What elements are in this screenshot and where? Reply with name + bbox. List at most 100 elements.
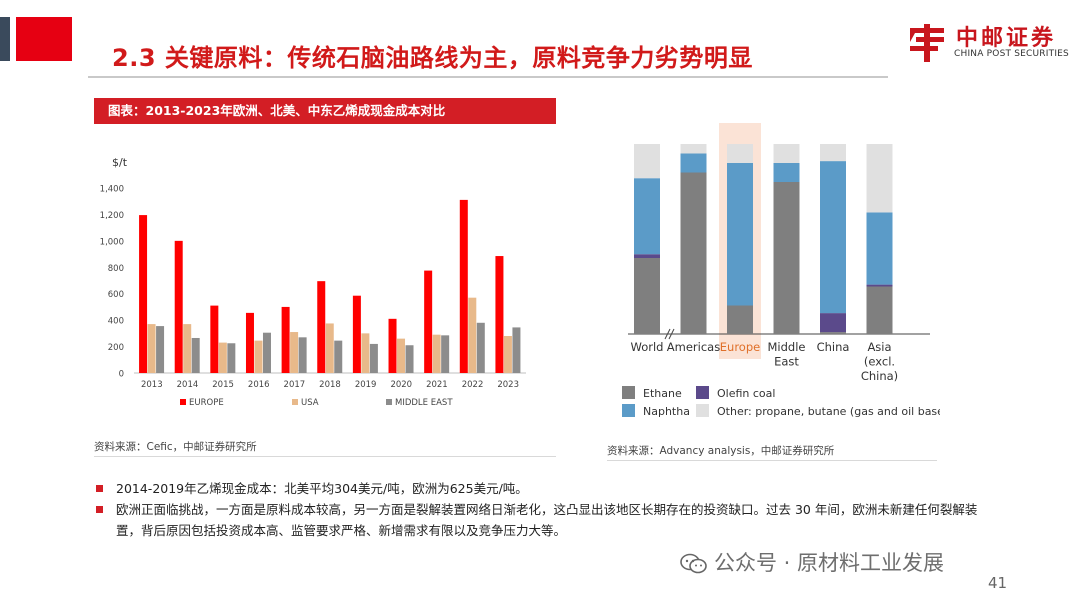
slide-title: 2.3 关键原料：传统石脑油路线为主，原料竞争力劣势明显 xyxy=(112,44,753,72)
stacked-segment-olefin-coal xyxy=(820,313,846,333)
axis-break-mark xyxy=(664,328,671,340)
stacked-segment-ethane xyxy=(727,305,753,334)
source-right: 资料来源：Advancy analysis，中邮证券研究所 xyxy=(607,445,835,457)
y-axis-label: $/t xyxy=(112,156,128,169)
bar-usa-2016 xyxy=(254,340,263,373)
legend-swatch xyxy=(292,399,298,405)
bar-middle-east-2021 xyxy=(441,335,450,373)
legend-label: Ethane xyxy=(643,387,682,400)
stacked-segment-olefin-coal xyxy=(866,284,893,287)
x-tick-label: China xyxy=(817,340,850,354)
stacked-segment-other xyxy=(634,144,660,179)
company-logo: 中邮证券 CHINA POST SECURITIES xyxy=(906,20,1076,66)
bullet-list: 2014-2019年乙烯现金成本：北美平均304美元/吨，欧洲为625美元/吨。… xyxy=(92,478,992,541)
bar-europe-2022 xyxy=(459,199,468,373)
stacked-segment-olefin-coal xyxy=(634,254,660,258)
bar-europe-2016 xyxy=(245,312,254,373)
legend-label: MIDDLE EAST xyxy=(395,398,453,408)
watermark-text: 公众号 · 原材料工业发展 xyxy=(714,551,945,575)
x-tick-label: 2023 xyxy=(497,380,519,390)
stacked-segment-other xyxy=(866,144,893,213)
stacked-segment-ethane xyxy=(820,332,846,334)
bar-middle-east-2018 xyxy=(334,340,343,373)
bar-europe-2021 xyxy=(424,270,433,373)
legend-swatch xyxy=(696,386,709,399)
x-tick-label: 2017 xyxy=(284,380,306,390)
legend-label: Other: propane, butane (gas and oil base… xyxy=(717,405,940,418)
bar-europe-2023 xyxy=(495,256,504,373)
legend-label: USA xyxy=(301,398,319,408)
stacked-segment-naphtha xyxy=(727,163,753,306)
stacked-segment-naphtha xyxy=(634,178,660,255)
header-accent-dark xyxy=(0,17,10,61)
x-tick-label: Americas xyxy=(667,340,720,354)
ethylene-cost-bar-chart: $/t 0 200 400 600 800 1,000 1,200 1,400 2013 2014 2… xyxy=(100,156,526,408)
bar-middle-east-2022 xyxy=(476,322,485,373)
y-tick-label: 800 xyxy=(108,264,124,274)
legend-swatch xyxy=(180,399,186,405)
stacked-segment-other xyxy=(680,144,707,154)
bar-europe-2019 xyxy=(352,295,361,373)
bar-middle-east-2020 xyxy=(405,345,414,373)
legend-label: EUROPE xyxy=(189,398,224,408)
x-tick-label: Europe xyxy=(720,340,760,354)
bar-middle-east-2023 xyxy=(512,327,521,373)
legend-swatch xyxy=(696,404,709,417)
x-tick-label: 2015 xyxy=(212,380,234,390)
bar-usa-2019 xyxy=(361,333,370,373)
divider-right xyxy=(607,460,937,461)
bar-middle-east-2016 xyxy=(262,332,271,373)
axis-break-mark xyxy=(668,328,675,340)
stacked-segment-naphtha xyxy=(866,212,893,285)
stacked-segment-ethane xyxy=(680,172,707,334)
y-tick-label: 1,200 xyxy=(100,211,124,221)
bar-usa-2013 xyxy=(147,324,156,373)
bullet-item: 欧洲正面临挑战，一方面是原料成本较高，另一方面是裂解装置网络日渐老化，这凸显出该… xyxy=(92,499,992,541)
stacked-segment-ethane xyxy=(634,258,660,334)
x-tick-label: 2021 xyxy=(426,380,448,390)
bar-middle-east-2015 xyxy=(227,343,236,373)
legend-label: Olefin coal xyxy=(717,387,775,400)
bullet-text: 欧洲正面临挑战，一方面是原料成本较高，另一方面是裂解装置网络日渐老化，这凸显出该… xyxy=(116,502,978,538)
bullet-text: 2014-2019年乙烯现金成本：北美平均304美元/吨，欧洲为625美元/吨。 xyxy=(116,481,528,496)
x-tick-label: 2020 xyxy=(390,380,412,390)
bar-usa-2023 xyxy=(503,336,512,373)
x-tick-label: 2019 xyxy=(355,380,377,390)
chart-banner: 图表：2013-2023年欧洲、北美、中东乙烯成现金成本对比 xyxy=(94,98,556,124)
x-tick-label: Middle East xyxy=(768,340,806,369)
legend-swatch xyxy=(622,386,635,399)
bullet-item: 2014-2019年乙烯现金成本：北美平均304美元/吨，欧洲为625美元/吨。 xyxy=(92,478,992,499)
feedstock-mix-stacked-chart: World Americas Europe Middle East China Asia (e… xyxy=(622,123,940,418)
y-tick-label: 0 xyxy=(119,370,124,380)
stacked-segment-naphtha xyxy=(820,161,846,314)
header-accent-red xyxy=(16,17,72,61)
bar-usa-2022 xyxy=(468,297,477,373)
bar-europe-2017 xyxy=(281,306,290,373)
divider-left xyxy=(94,456,556,457)
bullet-square-icon xyxy=(96,485,103,492)
bar-europe-2013 xyxy=(139,215,148,373)
stacked-segment-ethane xyxy=(866,286,893,334)
x-tick-label: 2016 xyxy=(248,380,270,390)
y-tick-label: 400 xyxy=(108,317,124,327)
bullet-square-icon xyxy=(96,506,103,513)
y-tick-label: 1,400 xyxy=(100,185,124,195)
china-post-logo-icon xyxy=(910,24,944,62)
x-tick-label: 2018 xyxy=(319,380,341,390)
bar-usa-2017 xyxy=(290,332,299,373)
source-left: 资料来源：Cefic，中邮证券研究所 xyxy=(94,441,257,453)
stacked-segment-ethane xyxy=(773,182,800,334)
y-tick-label: 1,000 xyxy=(100,237,124,247)
x-tick-label: Asia (excl. China) xyxy=(861,340,898,383)
logo-text-en: CHINA POST SECURITIES xyxy=(954,49,1069,59)
logo-text-cn: 中邮证券 xyxy=(956,26,1057,51)
bar-usa-2021 xyxy=(432,334,441,373)
bar-middle-east-2017 xyxy=(298,337,307,373)
bar-usa-2015 xyxy=(218,342,227,373)
bar-europe-2018 xyxy=(317,281,326,373)
page-number: 41 xyxy=(988,574,1008,592)
y-tick-label: 200 xyxy=(108,343,124,353)
x-tick-label: 2022 xyxy=(462,380,484,390)
y-tick-label: 600 xyxy=(108,290,124,300)
legend-label: Naphtha xyxy=(643,405,690,418)
